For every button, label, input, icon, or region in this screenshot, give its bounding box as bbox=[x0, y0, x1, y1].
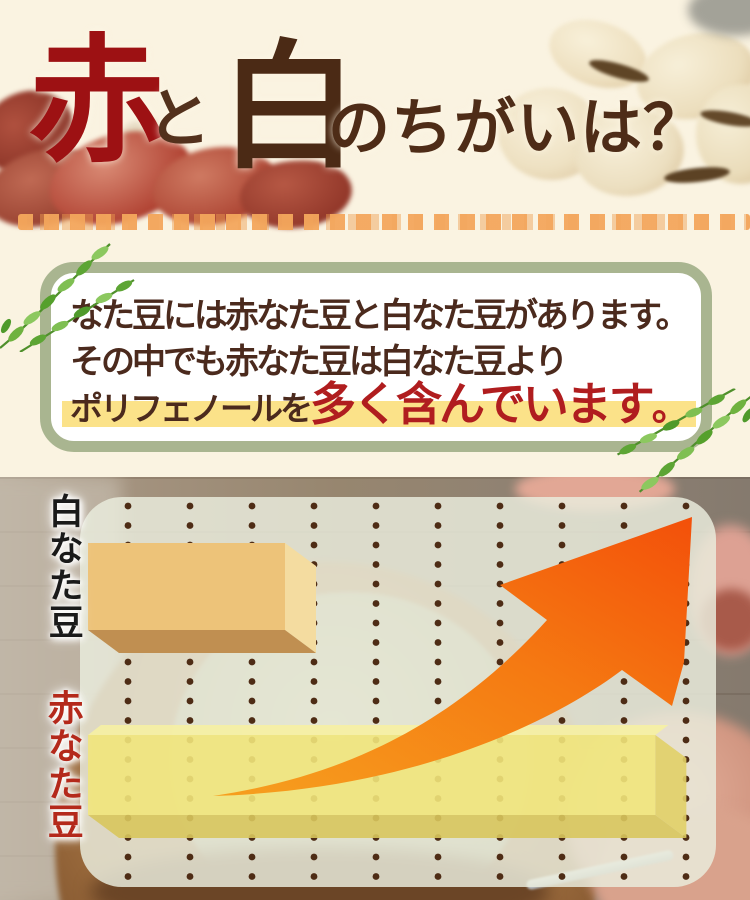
message-line-3-prefix: ポリフェノールを bbox=[70, 392, 313, 428]
chart-photo-section: 白なた豆 赤なた豆 bbox=[0, 477, 750, 900]
dashed-divider bbox=[18, 214, 750, 230]
bar-label-red-bean: 赤なた豆 bbox=[42, 689, 83, 841]
chart-svg bbox=[88, 502, 692, 880]
title-rest: のちがいは？ bbox=[328, 95, 707, 163]
vine-bottom-right-decoration bbox=[616, 387, 750, 493]
vine-top-left-decoration bbox=[0, 243, 135, 352]
title-red-char: 赤 bbox=[28, 26, 167, 179]
message-line-2: その中でも赤なた豆は白なた豆より bbox=[70, 344, 568, 381]
title-white-char: 白 bbox=[220, 32, 359, 185]
bar-label-white-bean: 白なた豆 bbox=[43, 493, 83, 641]
message-line-1: なた豆には赤なた豆と白なた豆があります。 bbox=[70, 298, 690, 335]
text-highlight bbox=[62, 401, 696, 427]
header-section: 赤 と 白 のちがいは？ bbox=[0, 0, 750, 236]
grey-blob bbox=[688, 0, 750, 36]
message-line-3: ポリフェノールを 多く含んでいます 。 bbox=[70, 368, 690, 434]
title-connector: と bbox=[147, 84, 211, 155]
message-line-3-emphasis: 多く含んでいます bbox=[310, 379, 655, 430]
